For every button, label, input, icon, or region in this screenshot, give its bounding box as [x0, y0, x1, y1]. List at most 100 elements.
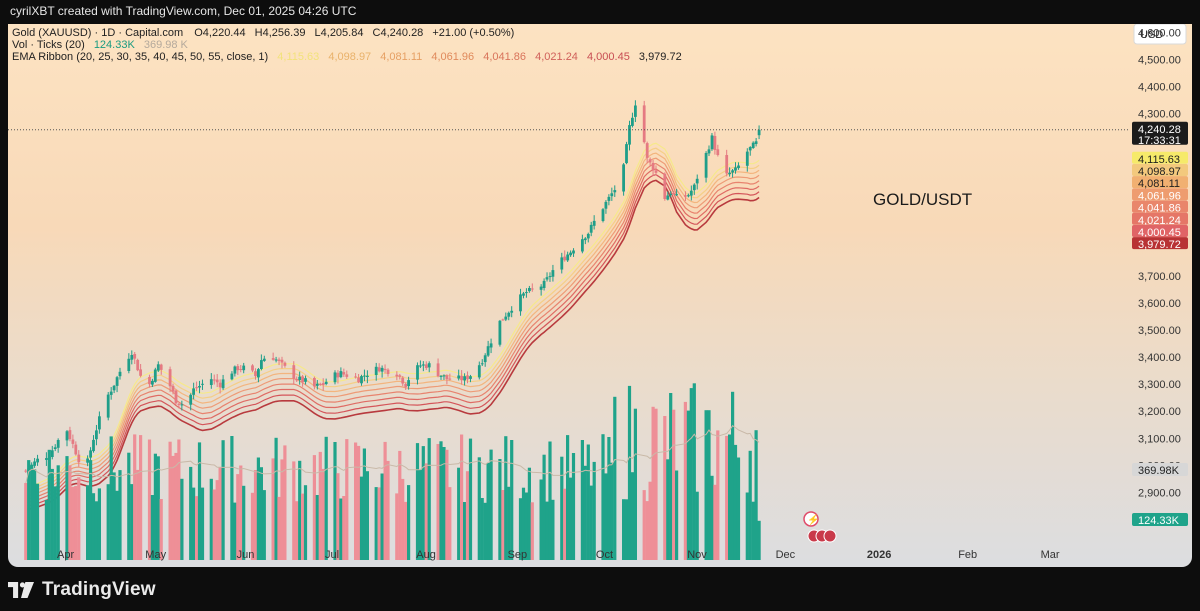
currency-button-label[interactable]: USD — [1140, 29, 1163, 41]
volume-bar — [156, 456, 160, 560]
volume-bar — [683, 401, 687, 560]
volume-bar — [127, 452, 131, 560]
volume-bar — [271, 458, 275, 560]
volume-bar — [168, 441, 172, 560]
volume-bar — [295, 501, 299, 560]
candle-body — [277, 359, 281, 361]
volume-bar — [195, 496, 199, 560]
us-flag-icon[interactable] — [823, 529, 837, 543]
candle-body — [710, 135, 714, 150]
volume-bar — [675, 470, 679, 560]
volume-bar — [563, 488, 567, 560]
candle-body — [366, 375, 369, 377]
time-tick-label: Dec — [776, 549, 796, 561]
candle-body — [757, 129, 761, 136]
volume-bar — [301, 493, 305, 560]
legend-open: 4,220.44 — [203, 27, 246, 39]
candle-body — [586, 233, 590, 239]
candle-body — [398, 375, 402, 377]
volume-bar — [465, 471, 470, 560]
volume-bar — [174, 452, 178, 560]
volume-bar — [728, 434, 732, 560]
candle-body — [404, 384, 408, 387]
ema-line-3 — [25, 157, 760, 497]
volume-bar — [445, 449, 449, 560]
legend-low-label: L — [315, 27, 321, 39]
volume-bar — [707, 410, 711, 560]
candle-body — [728, 172, 731, 175]
legend-volume-label: Vol · Ticks (20) — [12, 39, 85, 51]
volume-bar — [68, 465, 72, 560]
time-axis[interactable]: Apr May Jun Jul Aug Sep Oct Nov Dec 2026 Feb Mar — [57, 549, 1060, 561]
volume-bar — [710, 475, 714, 560]
volume-bar — [91, 493, 96, 560]
volume-bar — [189, 466, 193, 560]
candle-body — [339, 371, 343, 378]
volume-bar — [44, 499, 48, 560]
candle-body — [725, 155, 729, 174]
candle-body — [566, 254, 570, 261]
candle-body — [257, 369, 260, 378]
volume-ma-line — [25, 425, 760, 484]
candle-body — [592, 220, 596, 226]
legend-volume-value: 124.33K — [94, 39, 136, 51]
svg-text:3,979.72: 3,979.72 — [1138, 239, 1181, 251]
ema-price-tag: 4,000.45 — [1132, 224, 1188, 239]
currency-button[interactable]: USD — [1133, 23, 1187, 45]
ema-price-tag: 4,061.96 — [1132, 188, 1188, 202]
chart-panel[interactable]: cyrilXBT created with TradingView.com, D… — [8, 0, 1192, 567]
candle-body — [133, 354, 137, 359]
legend-close-label: C — [373, 27, 381, 39]
volume-bar — [359, 476, 364, 560]
candle-body — [92, 439, 95, 452]
volume-bar — [262, 490, 266, 560]
volume-bar — [418, 469, 422, 560]
candle-body — [313, 378, 316, 387]
volume-bar — [731, 391, 735, 560]
volume-bar — [136, 469, 140, 560]
legend-ema-3: 4,061.96 — [431, 51, 474, 63]
volume-bar — [106, 484, 110, 560]
legend-ema-6: 4,000.45 — [587, 51, 630, 63]
candle-body — [45, 458, 48, 460]
candle-body — [148, 377, 151, 385]
volume-bar — [86, 485, 90, 560]
candle-body — [342, 372, 346, 375]
price-axis[interactable]: 4,600.00 4,500.00 4,400.00 4,300.00 3,700.00… — [1138, 28, 1181, 527]
candle-body — [687, 195, 690, 197]
volume-bar — [507, 486, 511, 560]
volume-bar — [439, 441, 443, 560]
candle-body — [634, 105, 637, 117]
price-chart[interactable]: Gold (XAUUSD) · 1D · Capital.com O4,220.… — [8, 0, 1192, 567]
gold-usdt-annotation[interactable]: GOLD/USDT — [873, 190, 972, 209]
legend-change: +21.00 (+0.50%) — [432, 27, 514, 39]
candle-body — [498, 320, 502, 345]
volume-bar — [357, 445, 361, 560]
legend-ema-7: 3,979.72 — [639, 51, 682, 63]
candle-body — [480, 363, 484, 365]
legend-open-label: O — [194, 27, 203, 39]
volume-bar — [256, 457, 260, 560]
volume-bar — [633, 408, 637, 560]
event-icons[interactable]: ⚡ — [803, 511, 837, 543]
volume-bar — [35, 483, 40, 560]
dividend-icon[interactable] — [803, 511, 819, 527]
ema-price-tag: 4,115.63 — [1132, 151, 1188, 166]
volume-bar — [315, 495, 319, 560]
volume-bar — [253, 470, 258, 560]
candle-body — [477, 365, 481, 378]
volume-bar — [748, 450, 752, 560]
candle-body — [713, 136, 717, 150]
candle-body — [651, 163, 655, 171]
volume-ma-tag: 369.98K — [1132, 463, 1188, 477]
legend-ema-4: 4,041.86 — [483, 51, 526, 63]
candle-body — [112, 385, 116, 391]
candle-body — [153, 369, 157, 382]
volume-bar — [518, 498, 523, 560]
candle-body — [50, 450, 54, 457]
volume-bar — [150, 495, 154, 560]
candle-body — [233, 366, 237, 374]
candle-body — [212, 379, 216, 381]
volume-bar — [630, 472, 634, 560]
